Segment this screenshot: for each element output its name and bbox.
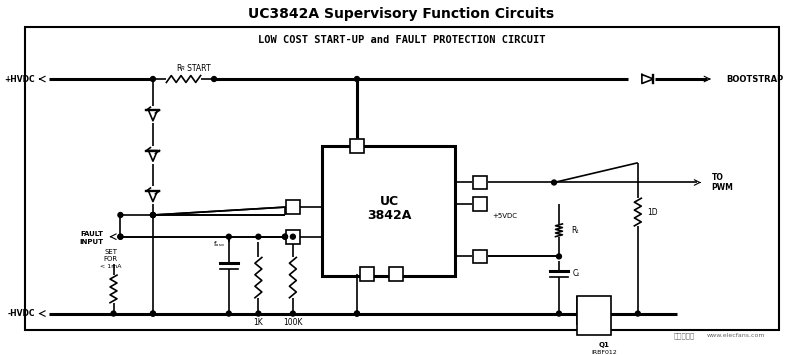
Bar	[360, 267, 373, 281]
Circle shape	[256, 234, 261, 239]
Text: 1K: 1K	[253, 318, 263, 327]
Polygon shape	[148, 191, 158, 202]
Text: +HVDC: +HVDC	[4, 75, 35, 83]
Text: 1: 1	[364, 270, 369, 279]
Text: UC3842A Supervisory Function Circuits: UC3842A Supervisory Function Circuits	[248, 7, 554, 21]
Text: -HVDC: -HVDC	[7, 309, 35, 318]
Circle shape	[354, 311, 360, 316]
Circle shape	[150, 213, 155, 218]
Text: Q1: Q1	[599, 342, 609, 348]
Bar	[474, 176, 487, 189]
Circle shape	[556, 311, 561, 316]
Bar	[286, 200, 300, 214]
Bar	[577, 296, 611, 335]
Bar	[322, 146, 455, 276]
Polygon shape	[642, 75, 654, 83]
Circle shape	[118, 213, 123, 218]
Text: 100K: 100K	[283, 318, 302, 327]
Text: UC: UC	[380, 195, 399, 208]
Circle shape	[150, 311, 155, 316]
Circle shape	[111, 311, 116, 316]
Circle shape	[354, 77, 360, 81]
Circle shape	[150, 213, 155, 218]
Text: 7: 7	[354, 142, 360, 151]
Polygon shape	[148, 110, 158, 121]
Text: Rₜ: Rₜ	[571, 226, 579, 235]
Text: FOR: FOR	[103, 256, 118, 262]
Text: R  START: R START	[177, 64, 210, 73]
Bar	[350, 139, 364, 153]
Polygon shape	[148, 151, 158, 161]
Bar	[25, 27, 778, 330]
Text: INPUT: INPUT	[80, 239, 103, 245]
Text: BOOTSTRAP: BOOTSTRAP	[727, 75, 784, 83]
Text: 5: 5	[394, 270, 399, 279]
Text: 电子发烧友: 电子发烧友	[673, 332, 695, 339]
Text: fₒₛₒ: fₒₛₒ	[214, 241, 225, 247]
Text: R: R	[181, 66, 185, 71]
Text: TO: TO	[712, 173, 724, 182]
Bar	[474, 197, 487, 211]
Text: LOW COST START-UP and FAULT PROTECTION CIRCUIT: LOW COST START-UP and FAULT PROTECTION C…	[258, 34, 545, 45]
Circle shape	[291, 311, 295, 316]
Text: 6: 6	[478, 178, 482, 187]
Circle shape	[283, 234, 287, 239]
Circle shape	[150, 77, 155, 81]
Circle shape	[118, 234, 123, 239]
Bar	[474, 250, 487, 263]
Circle shape	[256, 311, 261, 316]
Text: 8: 8	[478, 200, 483, 209]
Bar	[286, 230, 300, 244]
Text: 2: 2	[291, 203, 295, 212]
Text: PWM: PWM	[712, 183, 734, 192]
Text: IRBF012: IRBF012	[591, 350, 617, 355]
Circle shape	[283, 234, 287, 239]
Text: FAULT: FAULT	[80, 231, 103, 237]
Text: < 1mA: < 1mA	[100, 264, 121, 269]
Circle shape	[226, 311, 232, 316]
Circle shape	[552, 180, 556, 185]
Circle shape	[150, 213, 155, 218]
Text: 1D: 1D	[648, 208, 658, 217]
Circle shape	[635, 311, 640, 316]
Bar	[389, 267, 404, 281]
Circle shape	[118, 234, 123, 239]
Text: +5VDC: +5VDC	[492, 213, 517, 219]
Text: 4: 4	[478, 252, 482, 261]
Text: 3: 3	[291, 232, 295, 241]
Circle shape	[212, 77, 217, 81]
Text: 3842A: 3842A	[367, 209, 412, 223]
Text: www.elecfans.com: www.elecfans.com	[707, 333, 766, 338]
Circle shape	[150, 311, 155, 316]
Text: Cₜ: Cₜ	[573, 269, 580, 278]
Text: SET: SET	[104, 250, 117, 256]
Circle shape	[354, 311, 360, 316]
Circle shape	[291, 234, 295, 239]
Circle shape	[556, 254, 561, 259]
Circle shape	[226, 234, 232, 239]
